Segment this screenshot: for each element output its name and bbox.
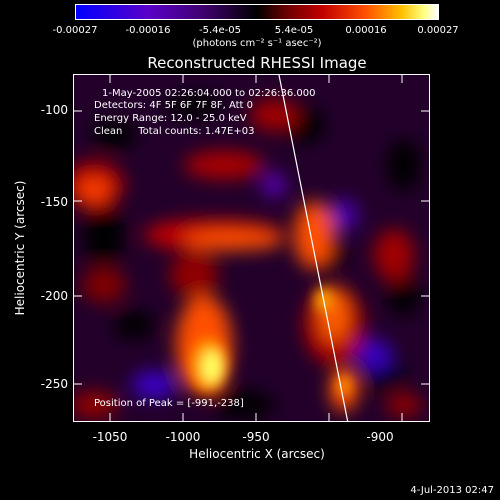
x-axis-label: Heliocentric X (arcsec) [189, 447, 325, 461]
colorbar-tick-label: -5.4e-05 [199, 25, 241, 36]
y-tick-label: -150 [40, 195, 68, 209]
image-map [74, 75, 429, 421]
time-range: 1-May-2005 02:26:04.000 to 02:26:36.000 [102, 88, 316, 99]
colorbar-tick-label: -0.00027 [52, 25, 98, 36]
energy-range: Energy Range: 12.0 - 25.0 keV [94, 113, 247, 124]
detectors-info: Detectors: 4F 5F 6F 7F 8F, Att 0 [94, 100, 254, 111]
colorbar-tick-label: 0.00016 [345, 25, 387, 36]
y-axis-label: Heliocentric Y (arcsec) [13, 180, 27, 316]
colorbar [75, 4, 439, 20]
footer-date: 4-Jul-2013 02:47 [410, 485, 494, 496]
limb-line [278, 75, 349, 421]
clean-info: Clean Total counts: 1.47E+03 [94, 126, 255, 137]
x-tick-label: -950 [242, 430, 270, 444]
colorbar-tick-label: -0.00016 [125, 25, 171, 36]
colorbar-tick-label: 5.4e-05 [274, 25, 314, 36]
x-tick-label: -1050 [92, 430, 128, 444]
x-tick-label: -900 [366, 430, 394, 444]
peak-position: Position of Peak = [-991,-238] [94, 398, 244, 409]
rhessi-image: 1-May-2005 02:26:04.000 to 02:26:36.000 … [73, 74, 430, 422]
y-tick-label: -200 [40, 289, 68, 303]
y-tick-label: -100 [40, 103, 68, 117]
image-title: Reconstructed RHESSI Image [147, 54, 367, 72]
colorbar-units: (photons cm⁻² s⁻¹ asec⁻²) [192, 38, 322, 49]
colorbar-tick-label: 0.00027 [417, 25, 459, 36]
y-tick-label: -250 [40, 377, 68, 391]
x-tick-label: -1000 [165, 430, 201, 444]
